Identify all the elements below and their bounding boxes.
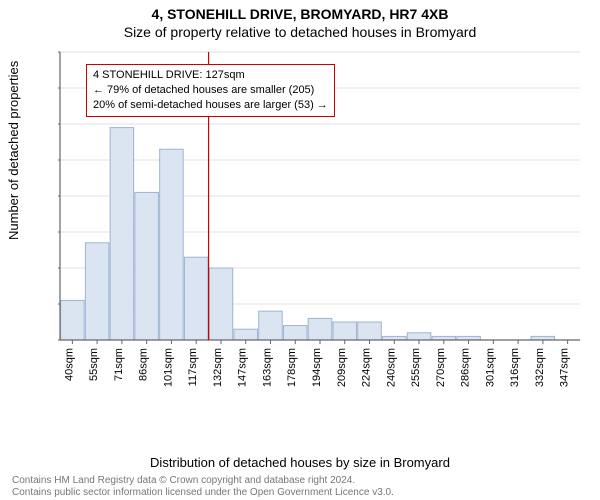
x-axis-label: Distribution of detached houses by size … xyxy=(0,455,600,470)
annotation-line1: 4 STONEHILL DRIVE: 127sqm xyxy=(93,68,328,83)
svg-text:163sqm: 163sqm xyxy=(261,348,273,387)
title-secondary: Size of property relative to detached ho… xyxy=(0,24,600,40)
footer-line2: Contains public sector information licen… xyxy=(12,487,394,498)
svg-text:255sqm: 255sqm xyxy=(410,348,422,387)
svg-text:347sqm: 347sqm xyxy=(559,348,571,387)
annotation-line3: 20% of semi-detached houses are larger (… xyxy=(93,98,328,113)
svg-text:209sqm: 209sqm xyxy=(336,348,348,387)
svg-text:316sqm: 316sqm xyxy=(509,348,521,387)
svg-text:332sqm: 332sqm xyxy=(534,348,546,387)
plot-area: 0102030405060708040sqm55sqm71sqm86sqm101… xyxy=(58,46,586,406)
annotation-line2: ← 79% of detached houses are smaller (20… xyxy=(93,83,328,98)
svg-text:224sqm: 224sqm xyxy=(361,348,373,387)
svg-text:270sqm: 270sqm xyxy=(435,348,447,387)
svg-text:240sqm: 240sqm xyxy=(385,348,397,387)
svg-text:147sqm: 147sqm xyxy=(237,348,249,387)
svg-text:286sqm: 286sqm xyxy=(460,348,472,387)
svg-text:101sqm: 101sqm xyxy=(162,348,174,387)
svg-text:178sqm: 178sqm xyxy=(286,348,298,387)
svg-text:40sqm: 40sqm xyxy=(63,348,75,381)
svg-text:132sqm: 132sqm xyxy=(212,348,224,387)
svg-text:86sqm: 86sqm xyxy=(138,348,150,381)
footer-line1: Contains HM Land Registry data © Crown c… xyxy=(12,475,355,486)
chart-container: 4, STONEHILL DRIVE, BROMYARD, HR7 4XB Si… xyxy=(0,0,600,500)
svg-text:194sqm: 194sqm xyxy=(311,348,323,387)
svg-text:55sqm: 55sqm xyxy=(88,348,100,381)
annotation-box: 4 STONEHILL DRIVE: 127sqm ← 79% of detac… xyxy=(86,64,335,117)
svg-text:71sqm: 71sqm xyxy=(113,348,125,381)
title-primary: 4, STONEHILL DRIVE, BROMYARD, HR7 4XB xyxy=(0,6,600,22)
svg-text:117sqm: 117sqm xyxy=(187,348,199,386)
y-axis-label: Number of detached properties xyxy=(6,61,21,240)
svg-text:301sqm: 301sqm xyxy=(484,348,496,387)
